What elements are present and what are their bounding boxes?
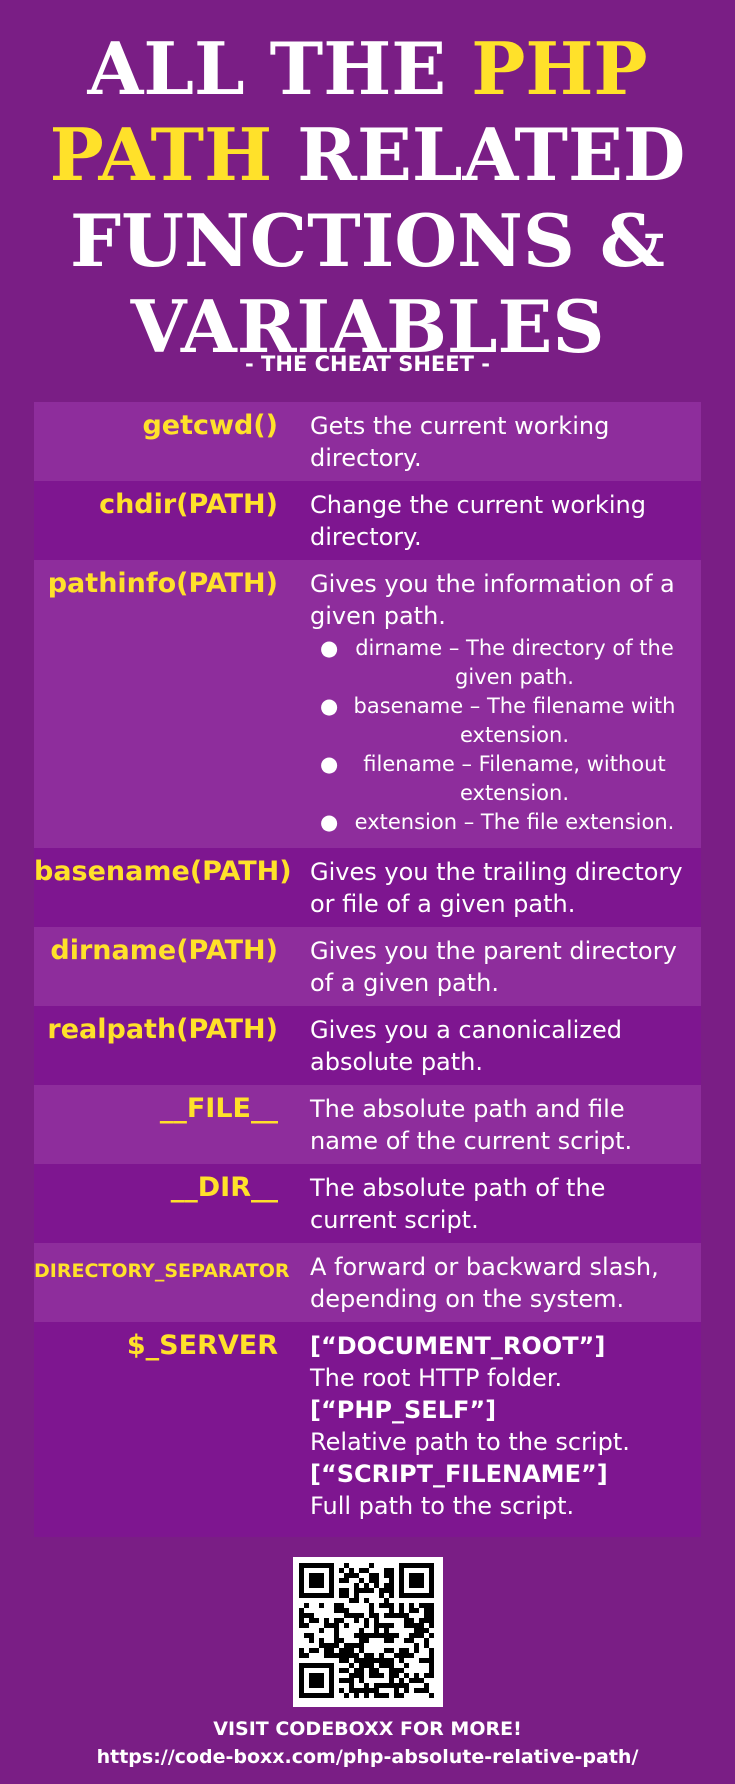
- bullet-line: dirname – The directory of the: [355, 636, 674, 660]
- bullet-line: given path.: [455, 665, 574, 689]
- description-line: given path.: [310, 602, 446, 630]
- title-highlight: PATH: [49, 112, 273, 197]
- functions-table: getcwd() Gets the current working direct…: [34, 402, 701, 1537]
- table-row: chdir(PATH) Change the current working d…: [34, 481, 701, 560]
- description-line: current script.: [310, 1206, 479, 1234]
- title-line-2: PATH RELATED: [0, 112, 735, 198]
- description-line: absolute path.: [310, 1048, 484, 1076]
- function-name: realpath(PATH): [47, 1014, 278, 1045]
- title-highlight: PHP: [471, 26, 648, 111]
- function-description: Gives you a canonicalized absolute path.: [296, 1006, 701, 1085]
- function-description: The absolute path and file name of the c…: [296, 1085, 701, 1164]
- table-row: $_SERVER [“DOCUMENT_ROOT”] The root HTTP…: [34, 1322, 701, 1537]
- bullet-text: dirname – The directory of the given pat…: [340, 634, 689, 692]
- bullet-line: extension.: [459, 723, 570, 747]
- function-description: Gives you the trailing directory or file…: [296, 848, 701, 927]
- qr-code-icon[interactable]: [293, 1557, 443, 1707]
- function-description: [“DOCUMENT_ROOT”] The root HTTP folder. …: [296, 1322, 701, 1537]
- bullet-text: filename – Filename, without extension.: [340, 750, 689, 808]
- bullet-icon: ●: [320, 694, 339, 718]
- page-title: ALL THE PHP PATH RELATED FUNCTIONS & VAR…: [0, 26, 735, 370]
- description-line: depending on the system.: [310, 1285, 625, 1313]
- description-line: directory.: [310, 444, 422, 472]
- server-key: [“DOCUMENT_ROOT”]: [310, 1332, 606, 1360]
- table-row: dirname(PATH) Gives you the parent direc…: [34, 927, 701, 1006]
- function-name: getcwd(): [142, 410, 278, 441]
- function-name: __DIR__: [170, 1172, 278, 1203]
- table-row: basename(PATH) Gives you the trailing di…: [34, 848, 701, 927]
- list-item: ● filename – Filename, without extension…: [320, 750, 689, 808]
- description-line: directory.: [310, 523, 422, 551]
- description-line: of a given path.: [310, 969, 499, 997]
- function-description: A forward or backward slash, depending o…: [296, 1243, 701, 1322]
- qr-code-graphic: [293, 1557, 443, 1707]
- description-line: Gives you the information of a: [310, 570, 675, 598]
- title-line-4: VARIABLES: [130, 284, 605, 369]
- function-name: basename(PATH): [34, 856, 292, 887]
- table-row: realpath(PATH) Gives you a canonicalized…: [34, 1006, 701, 1085]
- table-row: __DIR__ The absolute path of the current…: [34, 1164, 701, 1243]
- bullet-line: filename – Filename, without: [363, 752, 666, 776]
- function-name: chdir(PATH): [99, 489, 278, 520]
- function-description: The absolute path of the current script.: [296, 1164, 701, 1243]
- table-row: DIRECTORY_SEPARATOR A forward or backwar…: [34, 1243, 701, 1322]
- description-line: Gets the current working: [310, 412, 610, 440]
- function-description: Gives you the information of a given pat…: [296, 560, 701, 848]
- title-line-1: ALL THE PHP: [0, 26, 735, 112]
- bullet-icon: ●: [320, 636, 339, 660]
- list-item: ● extension – The file extension.: [320, 808, 689, 837]
- description-line: name of the current script.: [310, 1127, 633, 1155]
- function-name: __FILE__: [159, 1093, 278, 1124]
- description-line: A forward or backward slash,: [310, 1253, 659, 1281]
- bullet-text: extension – The file extension.: [340, 808, 689, 837]
- subtitle: - THE CHEAT SHEET -: [245, 352, 490, 376]
- function-description: Gets the current working directory.: [296, 402, 701, 481]
- bullet-icon: ●: [320, 752, 339, 776]
- table-row: pathinfo(PATH) Gives you the information…: [34, 560, 701, 848]
- function-description: Change the current working directory.: [296, 481, 701, 560]
- footer-url-link[interactable]: https://code-boxx.com/php-absolute-relat…: [96, 1746, 639, 1768]
- bullet-line: extension – The file extension.: [354, 810, 675, 834]
- pathinfo-bullet-list: ● dirname – The directory of the given p…: [310, 634, 689, 837]
- function-name: dirname(PATH): [50, 935, 278, 966]
- list-item: ● dirname – The directory of the given p…: [320, 634, 689, 692]
- server-key-description: Full path to the script.: [310, 1492, 575, 1520]
- bullet-line: extension.: [459, 781, 570, 805]
- footer-cta: VISIT CODEBOXX FOR MORE!: [213, 1718, 522, 1740]
- description-line: Gives you the parent directory: [310, 937, 677, 965]
- description-line: or file of a given path.: [310, 890, 576, 918]
- server-key-description: The root HTTP folder.: [310, 1364, 563, 1392]
- function-name: DIRECTORY_SEPARATOR: [34, 1260, 290, 1282]
- description-line: Gives you a canonicalized: [310, 1016, 622, 1044]
- list-item: ● basename – The filename with extension…: [320, 692, 689, 750]
- description-line: Change the current working: [310, 491, 646, 519]
- description-line: The absolute path of the: [310, 1174, 606, 1202]
- table-row: __FILE__ The absolute path and file name…: [34, 1085, 701, 1164]
- title-text: RELATED: [272, 112, 686, 197]
- description-line: The absolute path and file: [310, 1095, 625, 1123]
- bullet-icon: ●: [320, 810, 339, 834]
- function-name: $_SERVER: [126, 1330, 278, 1361]
- server-key: [“PHP_SELF”]: [310, 1396, 497, 1424]
- server-key: [“SCRIPT_FILENAME”]: [310, 1460, 608, 1488]
- bullet-text: basename – The filename with extension.: [340, 692, 689, 750]
- description-line: Gives you the trailing directory: [310, 858, 683, 886]
- bullet-line: basename – The filename with: [353, 694, 676, 718]
- table-row: getcwd() Gets the current working direct…: [34, 402, 701, 481]
- title-text: ALL THE: [87, 26, 472, 111]
- title-line-3: FUNCTIONS &: [70, 198, 665, 283]
- server-key-description: Relative path to the script.: [310, 1428, 630, 1456]
- function-description: Gives you the parent directory of a give…: [296, 927, 701, 1006]
- function-name: pathinfo(PATH): [47, 568, 278, 599]
